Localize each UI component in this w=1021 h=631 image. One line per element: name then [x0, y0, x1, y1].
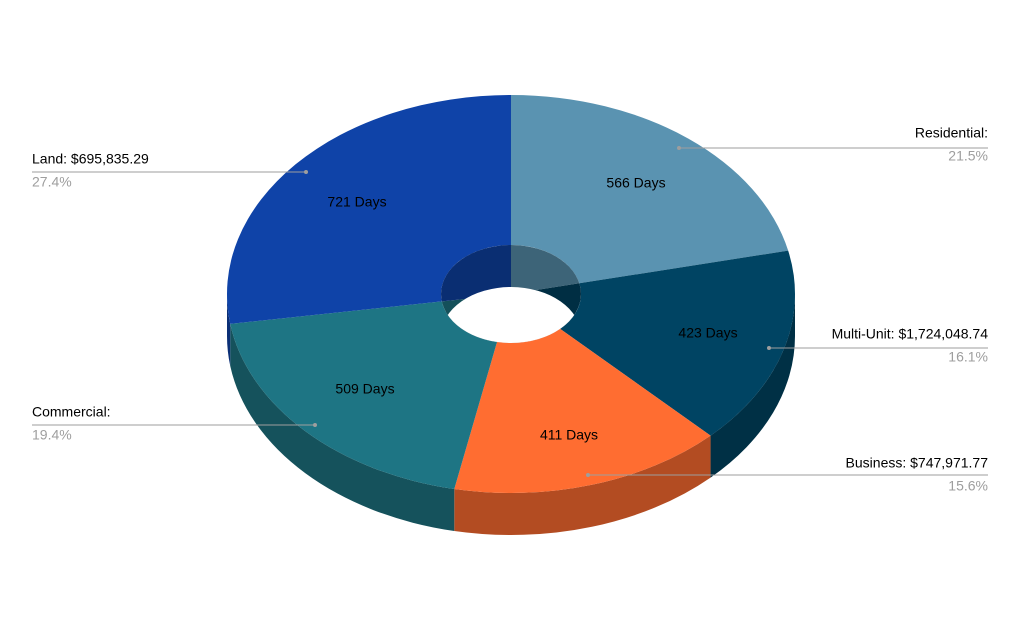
- hole-opening: [441, 287, 581, 343]
- leader-dot: [586, 473, 590, 477]
- category-label: Commercial:: [32, 404, 111, 420]
- slice-label: 509 Days: [335, 381, 394, 397]
- category-label: Residential:: [915, 125, 988, 141]
- category-label: Business: $747,971.77: [846, 455, 989, 471]
- percent-label: 15.6%: [948, 478, 988, 494]
- slice: [511, 95, 789, 284]
- percent-label: 16.1%: [948, 349, 988, 365]
- leader-dot: [677, 146, 681, 150]
- leader-dot: [304, 170, 308, 174]
- slice: [230, 301, 498, 489]
- labels: Residential: 21.5% 566 Days Multi-Unit: $1,…: [32, 125, 988, 494]
- leader-dot: [767, 346, 771, 350]
- slice-label: 411 Days: [540, 427, 598, 443]
- slice: [454, 328, 711, 493]
- slice-side: [454, 435, 711, 535]
- slice-side: [230, 323, 455, 531]
- sides: [227, 294, 795, 535]
- slice-label: 566 Days: [606, 175, 665, 191]
- slice-side: [710, 294, 795, 478]
- percent-label: 19.4%: [32, 427, 72, 443]
- slice-side: [227, 294, 231, 366]
- slice: [560, 250, 795, 436]
- percent-label: 21.5%: [948, 148, 988, 164]
- category-label: Multi-Unit: $1,724,048.74: [832, 326, 989, 342]
- category-label: Land: $695,835.29: [32, 151, 149, 167]
- leader-dot: [313, 423, 317, 427]
- slice-label: 423 Days: [678, 325, 737, 341]
- slice: [226, 95, 511, 324]
- percent-label: 27.4%: [32, 174, 72, 190]
- tops: [226, 95, 795, 493]
- slice-label: 721 Days: [327, 194, 386, 210]
- inner-wall: [511, 245, 581, 294]
